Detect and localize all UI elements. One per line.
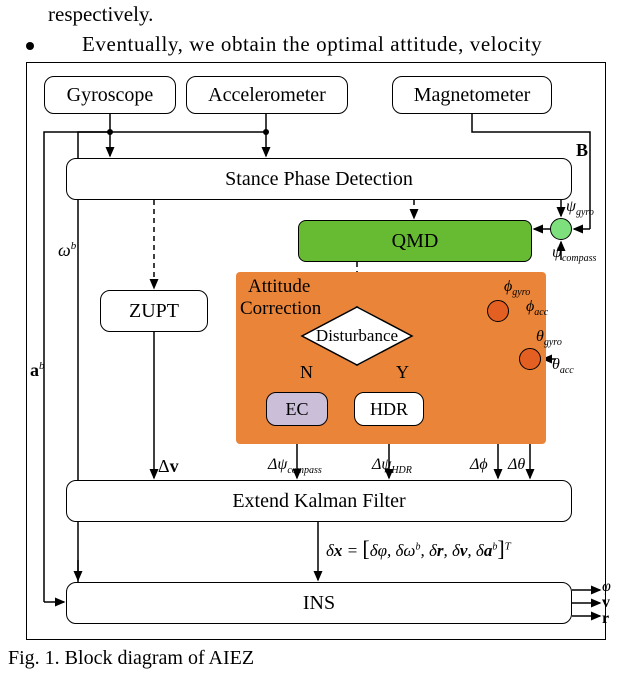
ins-label: INS [303, 592, 335, 615]
phi-gyro-label: ϕgyro [504, 278, 530, 298]
y-label: Y [396, 362, 409, 383]
magnetometer-box: Magnetometer [392, 76, 552, 114]
dpsi-hdr-label: ΔψHDR [372, 456, 412, 476]
ins-box: INS [66, 582, 572, 624]
attitude-title1: Attitude [248, 276, 310, 298]
phi-diff-node [487, 300, 509, 322]
gyroscope-box: Gyroscope [44, 76, 176, 114]
ekf-box: Extend Kalman Filter [66, 480, 572, 522]
psi-diff-node [550, 218, 572, 240]
prev-text: respectively. [48, 2, 153, 27]
hdr-label: HDR [370, 399, 408, 420]
stance-box: Stance Phase Detection [66, 158, 572, 200]
figure-caption: Fig. 1. Block diagram of AIEZ [8, 647, 254, 670]
theta-acc-label: θacc [552, 356, 574, 376]
omega-b-label: ωb [58, 240, 76, 261]
theta-gyro-label: θgyro [536, 328, 562, 348]
zupt-box: ZUPT [100, 290, 208, 332]
magnetometer-label: Magnetometer [414, 84, 531, 107]
dtheta-label: Δθ [508, 456, 525, 474]
hdr-box: HDR [354, 392, 424, 426]
bullet-icon [26, 42, 34, 50]
psi-gyro-label: ψgyro [566, 198, 594, 218]
theta-diff-node [519, 348, 541, 370]
b-label: B [576, 140, 588, 161]
ekf-label: Extend Kalman Filter [232, 490, 405, 513]
a-b-label: ab [30, 360, 45, 381]
bullet-text: Eventually, we obtain the optimal attitu… [82, 32, 542, 57]
dv-label: Δv [158, 456, 179, 477]
dphi-label: Δϕ [470, 456, 488, 474]
n-label: N [300, 362, 313, 383]
accelerometer-box: Accelerometer [186, 76, 348, 114]
state-vector: δx = [δφ, δωb, δr, δv, δab]T [326, 536, 511, 562]
gyroscope-label: Gyroscope [67, 84, 154, 107]
qmd-box: QMD [298, 220, 532, 262]
disturbance-label: Disturbance [316, 326, 398, 346]
dpsi-compass-label: Δψcompass [268, 456, 322, 476]
zupt-label: ZUPT [129, 300, 179, 323]
accelerometer-label: Accelerometer [208, 84, 326, 107]
phi-acc-label: ϕacc [526, 298, 548, 318]
attitude-title2: Correction [240, 298, 321, 320]
stance-label: Stance Phase Detection [225, 168, 413, 191]
psi-compass-label: ψcompass [552, 244, 596, 264]
r-out: r [602, 610, 609, 628]
ec-box: EC [266, 392, 328, 426]
qmd-label: QMD [392, 230, 439, 253]
ec-label: EC [285, 399, 308, 420]
